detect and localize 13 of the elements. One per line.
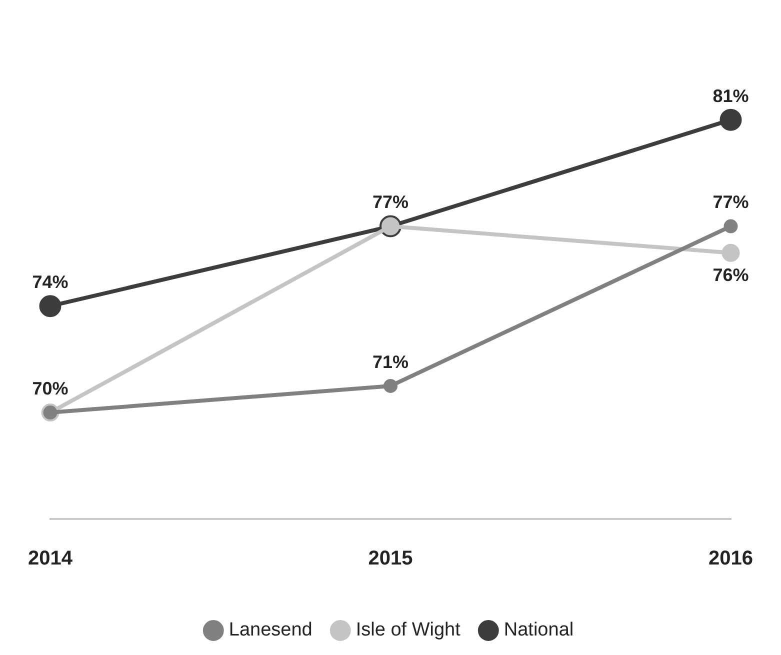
data-label: 70%	[32, 378, 68, 399]
legend-label: Lanesend	[228, 620, 312, 641]
data-label: 77%	[712, 192, 749, 212]
data-label: 77%	[372, 192, 409, 212]
x-tick-label: 2015	[368, 548, 413, 570]
data-label: 76%	[712, 264, 749, 285]
legend-label: Isle of Wight	[356, 620, 462, 641]
x-tick-label: 2016	[708, 548, 754, 570]
x-tick-label: 2014	[28, 548, 74, 570]
legend-label: National	[504, 620, 574, 641]
data-label: 81%	[712, 86, 749, 106]
data-label: 74%	[32, 272, 68, 292]
data-label: 71%	[372, 352, 409, 372]
